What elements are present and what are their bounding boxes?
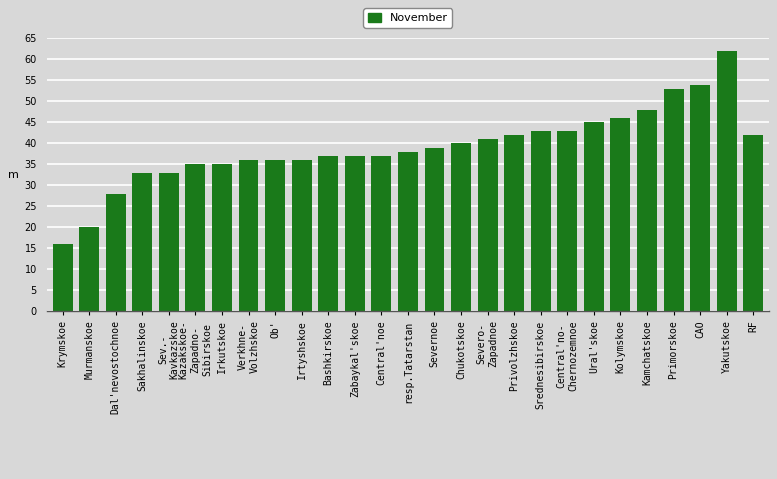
Legend: November: November [364, 8, 452, 28]
Bar [611, 118, 630, 311]
Bar [159, 173, 179, 311]
Bar [716, 51, 737, 311]
Bar [531, 131, 551, 311]
Bar [79, 228, 99, 311]
Bar [239, 160, 259, 311]
Bar [504, 135, 524, 311]
Y-axis label: m: m [8, 170, 19, 180]
Bar [424, 148, 444, 311]
Bar [451, 143, 471, 311]
Bar [584, 122, 604, 311]
Bar [664, 89, 684, 311]
Bar [53, 244, 72, 311]
Bar [398, 152, 418, 311]
Bar [557, 131, 577, 311]
Bar [265, 160, 285, 311]
Bar [744, 135, 763, 311]
Bar [345, 156, 364, 311]
Bar [637, 110, 657, 311]
Bar [186, 164, 205, 311]
Bar [690, 84, 710, 311]
Bar [291, 160, 312, 311]
Bar [212, 164, 232, 311]
Bar [132, 173, 152, 311]
Bar [106, 194, 126, 311]
Bar [319, 156, 338, 311]
Bar [371, 156, 392, 311]
Bar [478, 139, 497, 311]
